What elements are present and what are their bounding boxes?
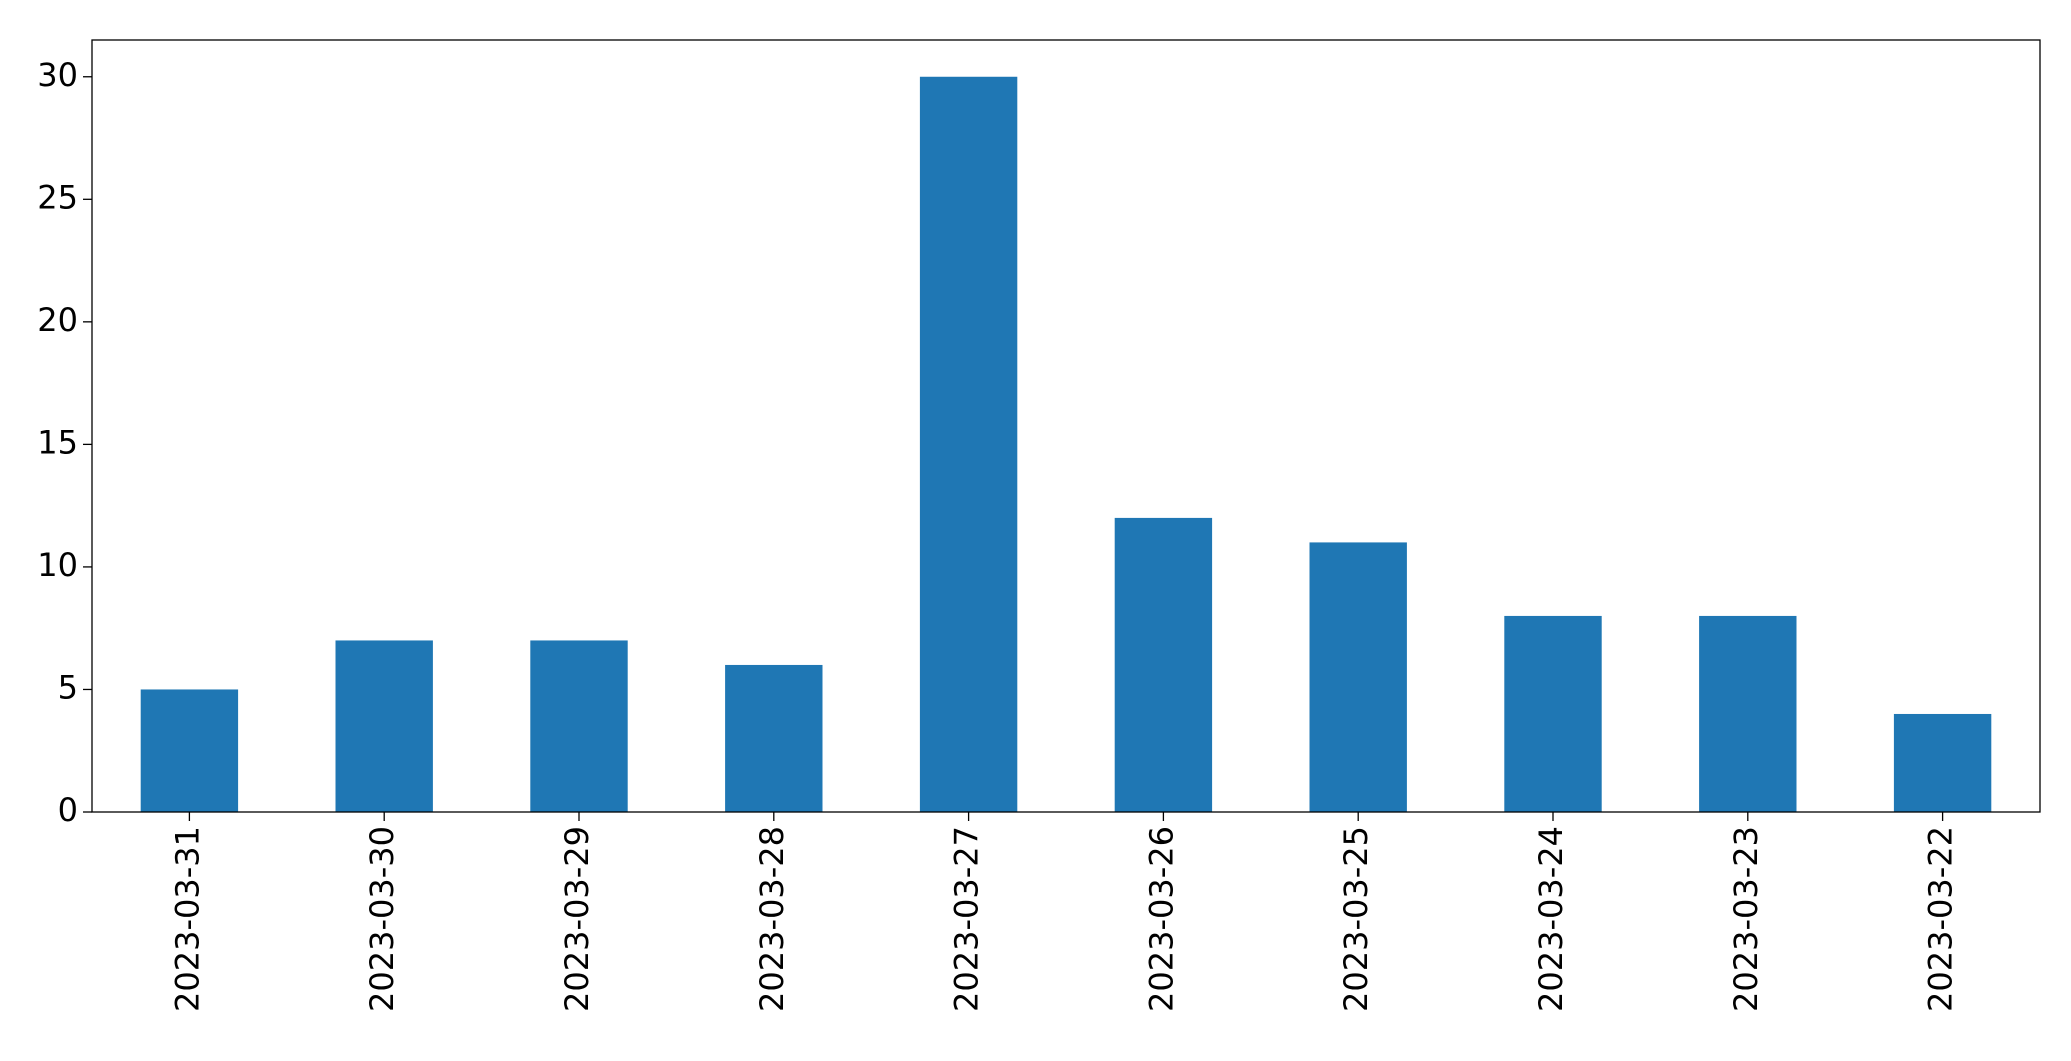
bar <box>1504 615 1602 812</box>
y-tick-label: 10 <box>37 546 78 584</box>
bar <box>1893 713 1992 812</box>
y-tick-label: 25 <box>37 178 78 216</box>
x-tick-label: 2023-03-31 <box>168 826 206 1012</box>
axes-frame <box>91 39 2041 813</box>
y-tick-label: 5 <box>58 668 78 706</box>
bar <box>725 664 823 812</box>
y-tick-label: 20 <box>37 301 78 339</box>
bar <box>140 689 239 812</box>
bar <box>1309 542 1407 812</box>
bar <box>1114 517 1213 812</box>
x-tick-label: 2023-03-28 <box>753 826 791 1012</box>
x-tick-label: 2023-03-26 <box>1142 826 1180 1012</box>
y-tick-label: 15 <box>37 423 78 461</box>
x-tick-label: 2023-03-30 <box>363 826 401 1012</box>
x-tick-label: 2023-03-25 <box>1337 826 1375 1012</box>
y-tick-label: 30 <box>37 56 78 94</box>
bar <box>1699 615 1797 812</box>
bar <box>335 640 433 812</box>
bar <box>919 76 1018 812</box>
x-tick-label: 2023-03-27 <box>948 826 986 1012</box>
x-tick-label: 2023-03-24 <box>1532 826 1570 1012</box>
x-tick-label: 2023-03-23 <box>1727 826 1765 1012</box>
y-tick-label: 0 <box>58 791 78 829</box>
bar <box>530 640 628 812</box>
x-tick-label: 2023-03-29 <box>558 826 596 1012</box>
x-tick-label: 2023-03-22 <box>1922 826 1960 1012</box>
